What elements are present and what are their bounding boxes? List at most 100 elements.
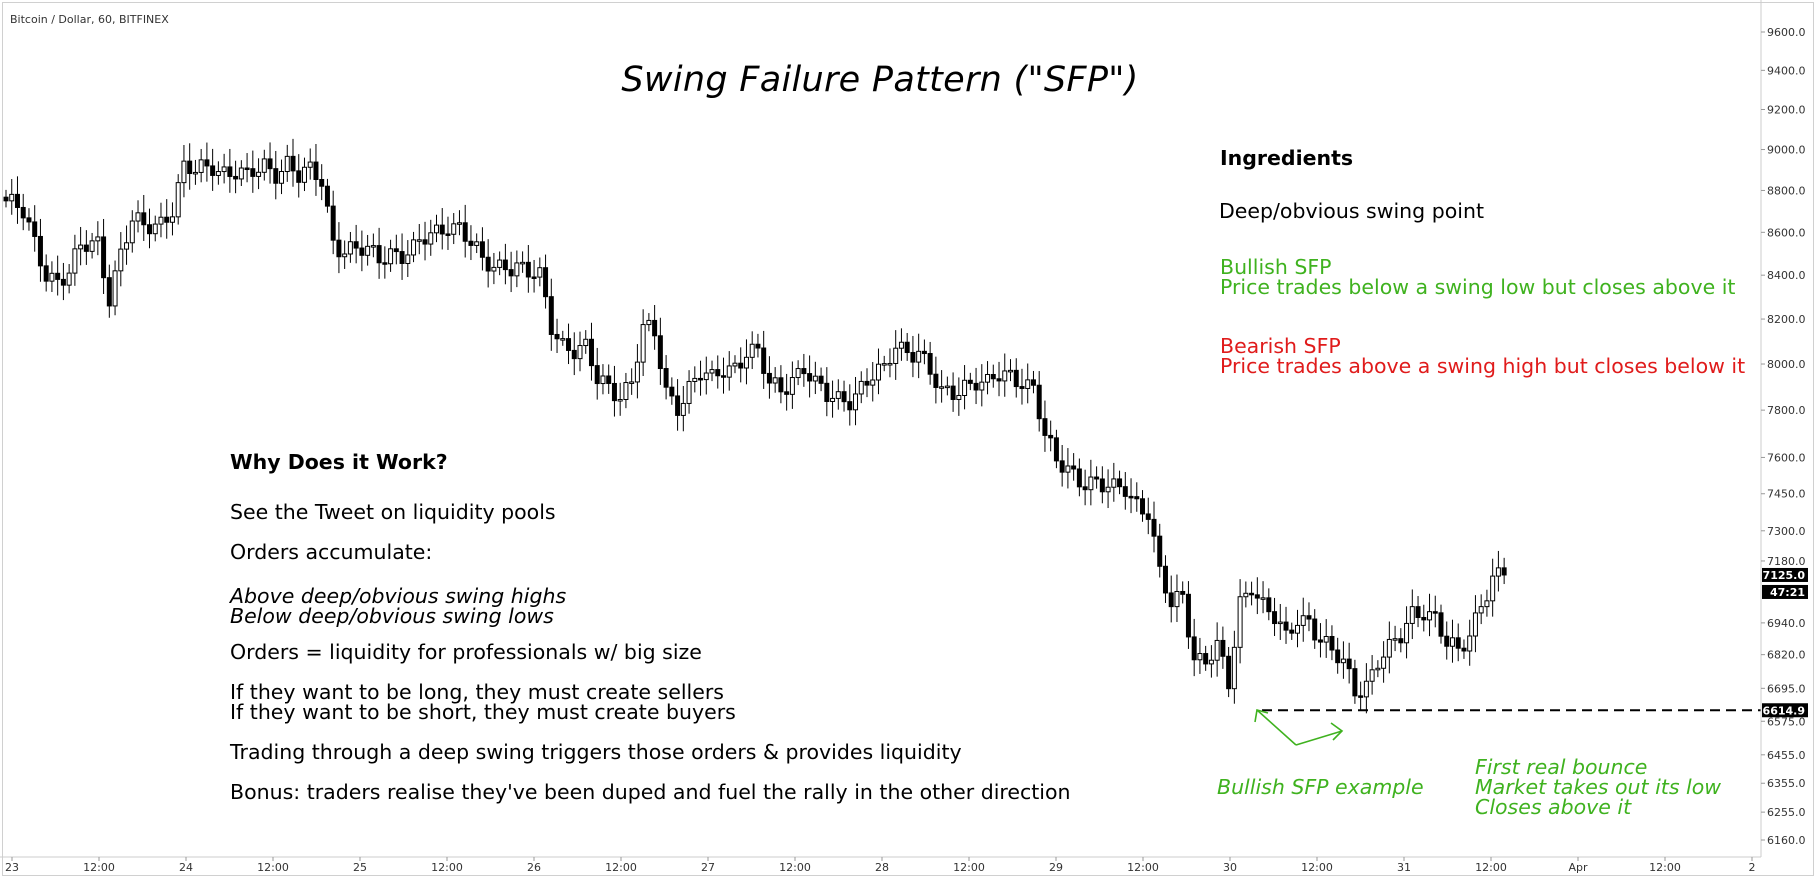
candle-bull bbox=[1363, 680, 1369, 698]
y-tick-label: 6455.0 bbox=[1767, 749, 1806, 762]
y-tick-label: 7300.0 bbox=[1767, 525, 1806, 538]
candle-bull bbox=[1295, 624, 1300, 634]
candle-bear bbox=[485, 256, 491, 272]
candle-bear bbox=[290, 155, 296, 172]
candle-bull bbox=[709, 369, 715, 374]
candle-bear bbox=[807, 373, 813, 382]
candle-bear bbox=[1191, 636, 1197, 661]
candle-bull bbox=[1300, 615, 1306, 626]
candle-bear bbox=[1048, 434, 1054, 439]
candle-bull bbox=[1472, 612, 1478, 637]
candle-bear bbox=[462, 222, 468, 242]
candle-bull bbox=[772, 377, 778, 384]
candle-bear bbox=[657, 335, 663, 370]
candle-bear bbox=[210, 165, 216, 176]
candle-bull bbox=[956, 394, 962, 400]
candle-bear bbox=[1335, 649, 1341, 664]
candle-bear bbox=[669, 386, 675, 397]
candle-bear bbox=[761, 347, 767, 374]
candle-bear bbox=[698, 377, 704, 381]
candle-bull bbox=[1277, 621, 1283, 625]
y-tick-label: 8600.0 bbox=[1767, 226, 1806, 239]
candle-bull bbox=[1111, 478, 1117, 488]
candle-bull bbox=[1174, 590, 1180, 608]
candle-bull bbox=[1340, 658, 1346, 664]
candle-bull bbox=[1002, 370, 1008, 382]
candle-bull bbox=[169, 216, 175, 223]
candle-bear bbox=[1352, 668, 1358, 697]
symbol-label: Bitcoin / Dollar, 60, BITFINEX bbox=[10, 13, 169, 26]
candle-bear bbox=[1185, 593, 1191, 638]
candle-bear bbox=[1444, 635, 1450, 647]
x-tick-label: 24 bbox=[179, 861, 193, 874]
candle-bull bbox=[158, 216, 164, 225]
candle-bear bbox=[566, 338, 572, 351]
candle-bear bbox=[330, 205, 336, 241]
y-tick-label: 9400.0 bbox=[1767, 64, 1806, 77]
candle-bull bbox=[1495, 567, 1501, 577]
candle-bear bbox=[1128, 495, 1134, 499]
candle-bull bbox=[78, 244, 84, 250]
price-axis: 9600.0 9400.0 9200.0 9000.0 8800.0 8600.0 8400… bbox=[1761, 26, 1806, 847]
candle-bull bbox=[491, 266, 497, 272]
candle-bull bbox=[1369, 669, 1375, 682]
candle-bear bbox=[1134, 496, 1140, 500]
y-tick-label: 6820.0 bbox=[1767, 649, 1806, 662]
candle-bull bbox=[215, 171, 221, 176]
sfp-arrows bbox=[1254, 708, 1344, 746]
candle-bull bbox=[261, 158, 267, 173]
candle-bear bbox=[1254, 594, 1260, 599]
candle-bull bbox=[474, 241, 480, 246]
y-tick-label: 9600.0 bbox=[1767, 26, 1806, 39]
candle-bull bbox=[853, 393, 859, 411]
candle-bull bbox=[789, 377, 795, 395]
y-tick-label: 7180.0 bbox=[1767, 555, 1806, 568]
candle-bear bbox=[502, 259, 508, 271]
candle-bull bbox=[89, 240, 95, 252]
arrow-right bbox=[1295, 730, 1343, 746]
candle-bear bbox=[1203, 653, 1209, 665]
x-tick-label: 12:00 bbox=[1475, 861, 1507, 874]
candle-bear bbox=[847, 401, 853, 411]
candle-bear bbox=[376, 245, 382, 264]
candle-bear bbox=[319, 178, 325, 187]
candle-bear bbox=[382, 262, 388, 265]
candle-bear bbox=[14, 193, 20, 208]
chart-title: Swing Failure Pattern ("SFP") bbox=[621, 60, 1139, 100]
candle-bear bbox=[904, 341, 910, 354]
candle-bull bbox=[1237, 596, 1243, 648]
candle-bull bbox=[944, 385, 950, 389]
candle-bear bbox=[525, 261, 531, 278]
candle-bull bbox=[686, 380, 692, 404]
candle-bear bbox=[1432, 611, 1438, 614]
candle-bear bbox=[439, 224, 445, 235]
bounce-note-1: First real bounce bbox=[1475, 755, 1648, 779]
candle-bull bbox=[939, 386, 945, 389]
candle-bear bbox=[950, 385, 956, 400]
candle-bull bbox=[1197, 653, 1203, 661]
candle-bear bbox=[1053, 437, 1059, 462]
candle-bear bbox=[755, 343, 761, 349]
x-tick-label: 2 bbox=[1749, 861, 1756, 874]
support-price-label: 6614.9 bbox=[1762, 703, 1808, 718]
x-tick-label: 12:00 bbox=[257, 861, 289, 874]
bullish-sfp-title: Bullish SFP bbox=[1220, 255, 1332, 279]
candle-bull bbox=[629, 381, 635, 384]
x-tick-label: 25 bbox=[353, 861, 367, 874]
candle-bear bbox=[721, 375, 726, 378]
countdown-label: 47:21 bbox=[1762, 584, 1808, 599]
why-line-8: Trading through a deep swing triggers th… bbox=[230, 740, 962, 764]
why-line-5: Orders = liquidity for professionals w/ … bbox=[230, 640, 702, 664]
candle-bull bbox=[577, 345, 583, 360]
candle-bear bbox=[1272, 611, 1278, 625]
candle-bear bbox=[778, 377, 784, 393]
candle-bull bbox=[646, 319, 652, 326]
countdown-label-text: 47:21 bbox=[1770, 586, 1805, 599]
candle-bear bbox=[1438, 612, 1444, 637]
candle-bear bbox=[784, 391, 790, 395]
candle-bear bbox=[227, 166, 233, 177]
support-price-label-bg bbox=[1762, 703, 1808, 718]
candle-bull bbox=[898, 341, 904, 349]
